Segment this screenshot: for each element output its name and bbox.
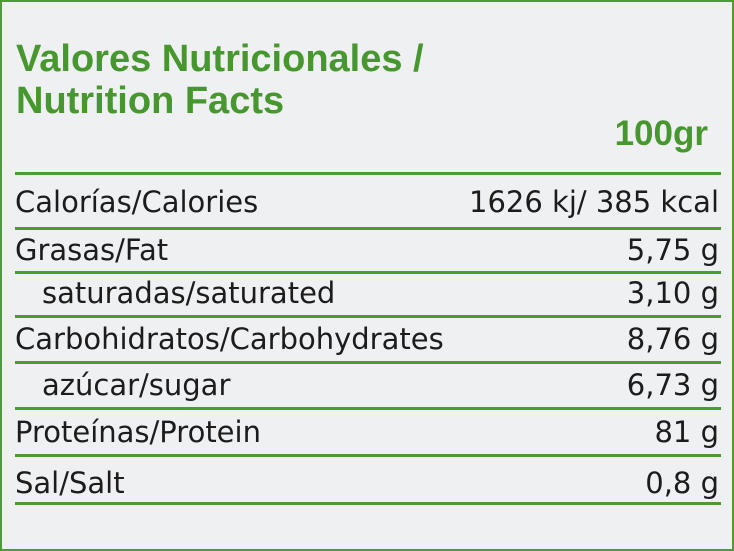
row-value: 5,75 g	[626, 233, 719, 267]
row-fat: Grasas/Fat 5,75 g	[15, 230, 719, 270]
divider	[15, 502, 721, 505]
divider	[15, 271, 721, 274]
row-label: Sal/Salt	[15, 466, 125, 500]
row-label: Proteínas/Protein	[15, 415, 261, 449]
row-value: 81 g	[654, 415, 719, 449]
divider	[15, 172, 721, 175]
row-label: saturadas/saturated	[42, 276, 336, 310]
divider	[15, 454, 721, 457]
row-sugar: azúcar/sugar 6,73 g	[15, 365, 719, 405]
row-value: 8,76 g	[626, 322, 719, 356]
row-value: 1626 kj/ 385 kcal	[469, 185, 719, 219]
divider	[15, 227, 721, 230]
row-protein: Proteínas/Protein 81 g	[15, 412, 719, 452]
divider	[15, 361, 721, 364]
page-title: Valores Nutricionales / Nutrition Facts	[16, 38, 424, 122]
row-label: azúcar/sugar	[42, 368, 231, 402]
row-carbohydrates: Carbohidratos/Carbohydrates 8,76 g	[15, 319, 719, 359]
serving-size: 100gr	[614, 114, 708, 153]
divider	[15, 407, 721, 410]
row-saturated: saturadas/saturated 3,10 g	[15, 273, 719, 313]
row-label: Grasas/Fat	[15, 233, 169, 267]
row-value: 6,73 g	[626, 368, 719, 402]
row-label: Calorías/Calories	[15, 185, 259, 219]
title-line-2: Nutrition Facts	[16, 80, 285, 122]
row-value: 3,10 g	[626, 276, 719, 310]
row-value: 0,8 g	[645, 466, 719, 500]
title-line-1: Valores Nutricionales /	[16, 38, 424, 80]
row-calories: Calorías/Calories 1626 kj/ 385 kcal	[15, 182, 719, 222]
row-label: Carbohidratos/Carbohydrates	[15, 322, 444, 356]
row-salt: Sal/Salt 0,8 g	[15, 463, 719, 503]
divider	[15, 315, 721, 318]
